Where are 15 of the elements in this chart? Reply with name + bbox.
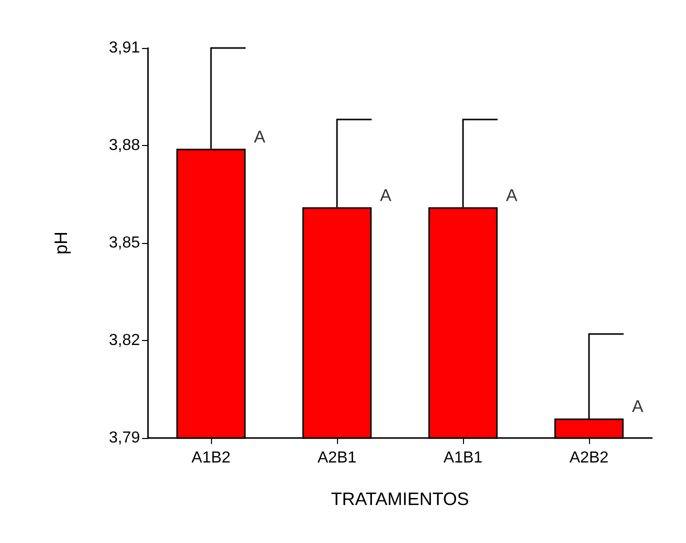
y-tick-label: 3,91 (108, 40, 140, 56)
y-tick-label: 3,88 (108, 137, 140, 154)
x-tick-label: A1B1 (443, 450, 483, 466)
x-tick-label: A2B2 (569, 450, 609, 466)
y-axis-title: pH (51, 231, 71, 255)
y-tick-label: 3,79 (108, 430, 140, 446)
y-tick-label: 3,82 (108, 332, 140, 349)
x-tick-label: A1B2 (191, 450, 231, 466)
y-tick-label: 3,85 (108, 234, 140, 252)
annotation: A (632, 397, 644, 416)
x-axis-title: TRATAMIENTOS (330, 489, 470, 509)
annotation: A (254, 127, 266, 146)
x-tick-label: A2B1 (317, 450, 357, 466)
annotation: A (506, 186, 518, 205)
annotation: A (380, 186, 392, 205)
